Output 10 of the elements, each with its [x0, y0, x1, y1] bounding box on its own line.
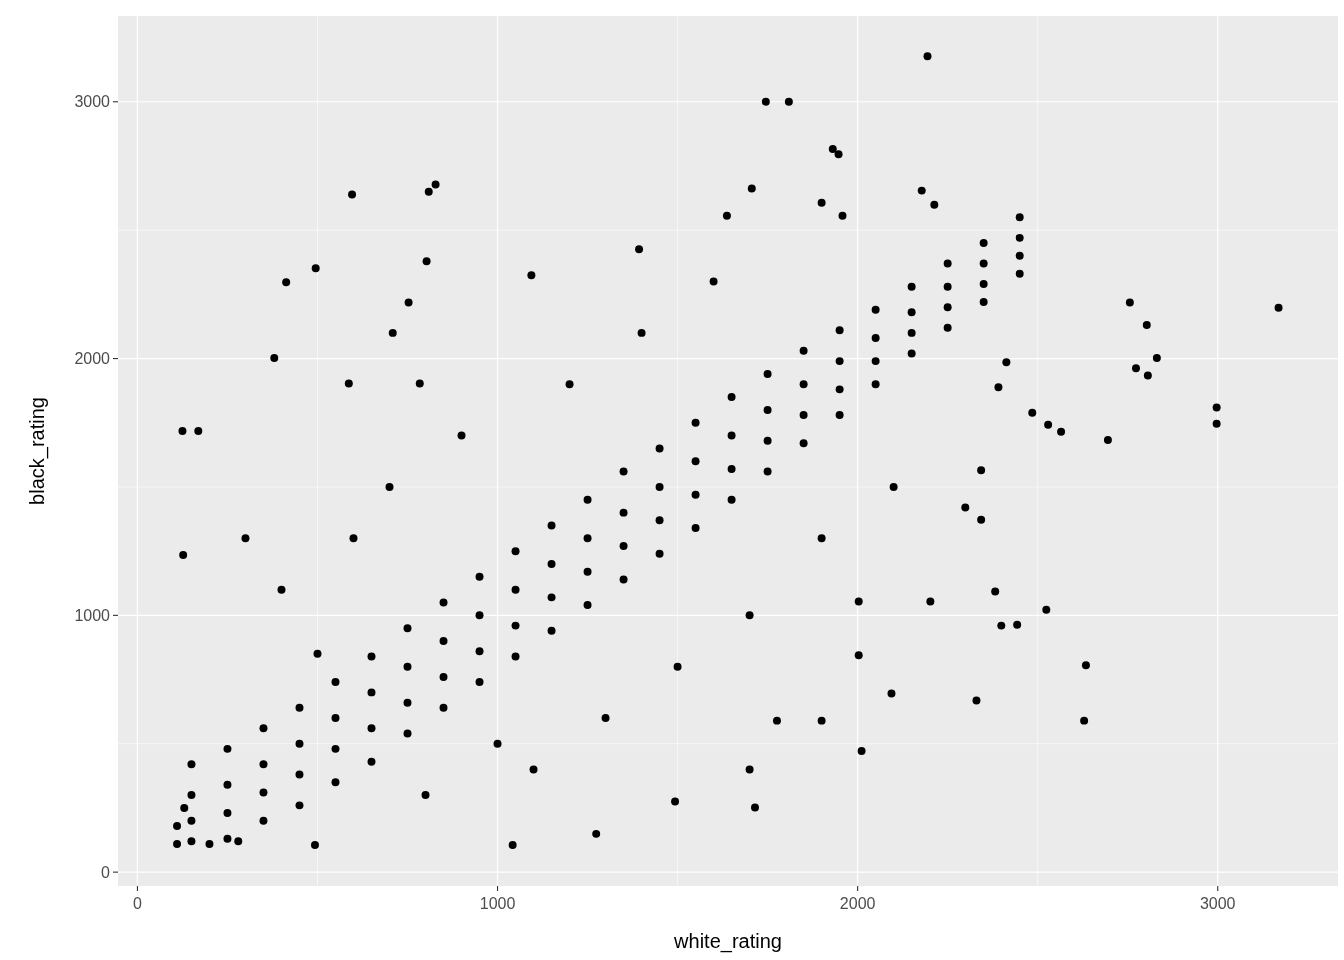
y-tick-label: 2000 [74, 350, 111, 368]
x-tick-label: 1000 [479, 895, 516, 912]
x-tick-label: 3000 [1199, 895, 1236, 912]
y-tick-label: 3000 [74, 93, 111, 111]
y-tick-label: 1000 [74, 606, 111, 624]
y-axis-title: black_rating [26, 397, 49, 505]
x-tick-label: 0 [132, 895, 142, 912]
x-axis-title: white_rating [673, 930, 782, 953]
y-tick-label: 0 [101, 863, 111, 881]
x-tick-label: 2000 [839, 895, 876, 912]
